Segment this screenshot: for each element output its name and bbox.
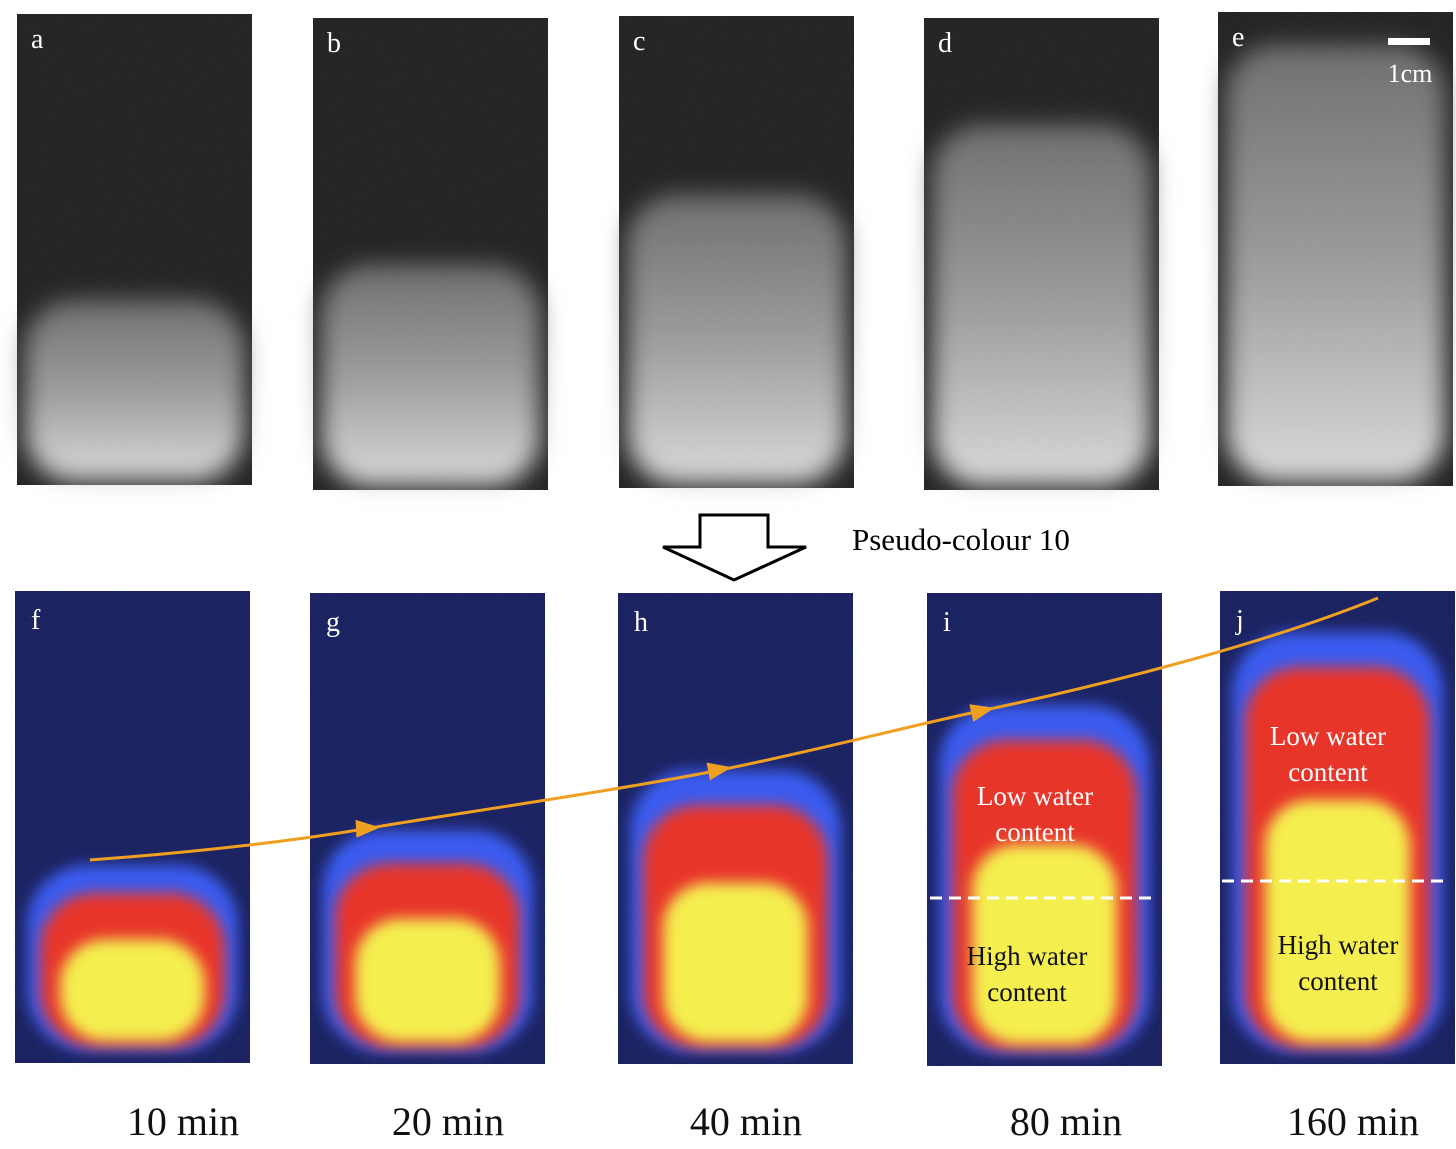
panel-label: b [327,28,341,59]
panel-label: f [31,605,41,636]
noise [1218,12,1453,486]
noise [313,18,548,490]
panel-label: g [326,607,340,638]
panel-label: i [943,607,951,638]
yellow-zone [355,918,500,1042]
yellow-zone [663,882,808,1042]
panel-label: c [633,26,645,57]
panel-label: d [938,28,952,59]
scale-label: 1cm [1388,59,1433,88]
panel-label: e [1232,22,1244,53]
yellow-zone [60,939,205,1041]
panel-label: a [31,24,44,55]
time-label: 10 min [127,1099,239,1144]
curve-arrowhead [355,819,380,838]
panel-label: j [1235,605,1244,636]
annotation: High water [967,941,1088,971]
time-label: 80 min [1010,1099,1122,1144]
arrow [662,513,807,582]
annotation: content [1288,757,1368,787]
curve-arrowhead [969,704,995,722]
scale-bar [1388,38,1430,45]
yellow-zone [972,844,1117,1044]
yellow-zone [1265,800,1410,1042]
time-label: 40 min [690,1099,802,1144]
annotation: content [1298,966,1378,996]
time-label: 160 min [1287,1099,1419,1144]
time-label: 20 min [392,1099,504,1144]
noise [619,16,854,488]
annotation: High water [1278,930,1399,960]
annotation: Low water [977,781,1093,811]
arrow-label: Pseudo-colour 10 [852,522,1070,557]
noise [17,14,252,485]
annotation: content [987,977,1067,1007]
noise [924,18,1159,490]
panel-label: h [634,607,648,638]
annotation: Low water [1270,721,1386,751]
curve-arrowhead [706,762,732,781]
annotation: content [995,817,1075,847]
